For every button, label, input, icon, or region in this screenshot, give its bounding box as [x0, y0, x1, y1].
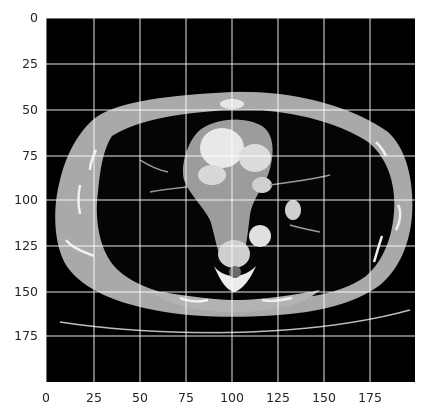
ct-table: [59, 309, 411, 334]
vessel-right: [285, 200, 301, 220]
vertebral-body: [218, 240, 250, 268]
x-tick-label: 150: [312, 390, 336, 405]
x-tick-label: 50: [132, 390, 148, 405]
aorta: [200, 128, 244, 168]
spinal-canal: [229, 266, 241, 278]
x-tick-label: 75: [178, 390, 194, 405]
y-tick-label: 175: [14, 328, 38, 343]
vessel-small: [252, 177, 272, 193]
y-tick-label: 150: [14, 284, 38, 299]
y-tick-label: 25: [22, 56, 38, 71]
y-tick-label: 0: [30, 10, 38, 25]
ribs: [65, 141, 402, 303]
x-tick-label: 100: [220, 390, 244, 405]
x-tick-label: 125: [266, 390, 290, 405]
x-axis: 0 25 50 75 100 125 150 175: [42, 390, 382, 405]
y-axis: 0 25 50 75 100 125 150 175: [14, 10, 38, 343]
y-tick-label: 75: [22, 148, 38, 163]
lung-markings: [139, 159, 331, 233]
vessel: [198, 165, 226, 185]
y-tick-label: 50: [22, 102, 38, 117]
x-tick-label: 0: [42, 390, 50, 405]
descending-aorta: [249, 225, 271, 247]
vertebral-arch: [214, 266, 256, 292]
ct-image: [46, 18, 415, 382]
x-tick-label: 25: [86, 390, 102, 405]
grid: [45, 17, 415, 382]
y-tick-label: 125: [14, 238, 38, 253]
pulmonary-trunk: [239, 144, 271, 172]
y-tick-label: 100: [14, 192, 38, 207]
x-tick-label: 175: [358, 390, 382, 405]
